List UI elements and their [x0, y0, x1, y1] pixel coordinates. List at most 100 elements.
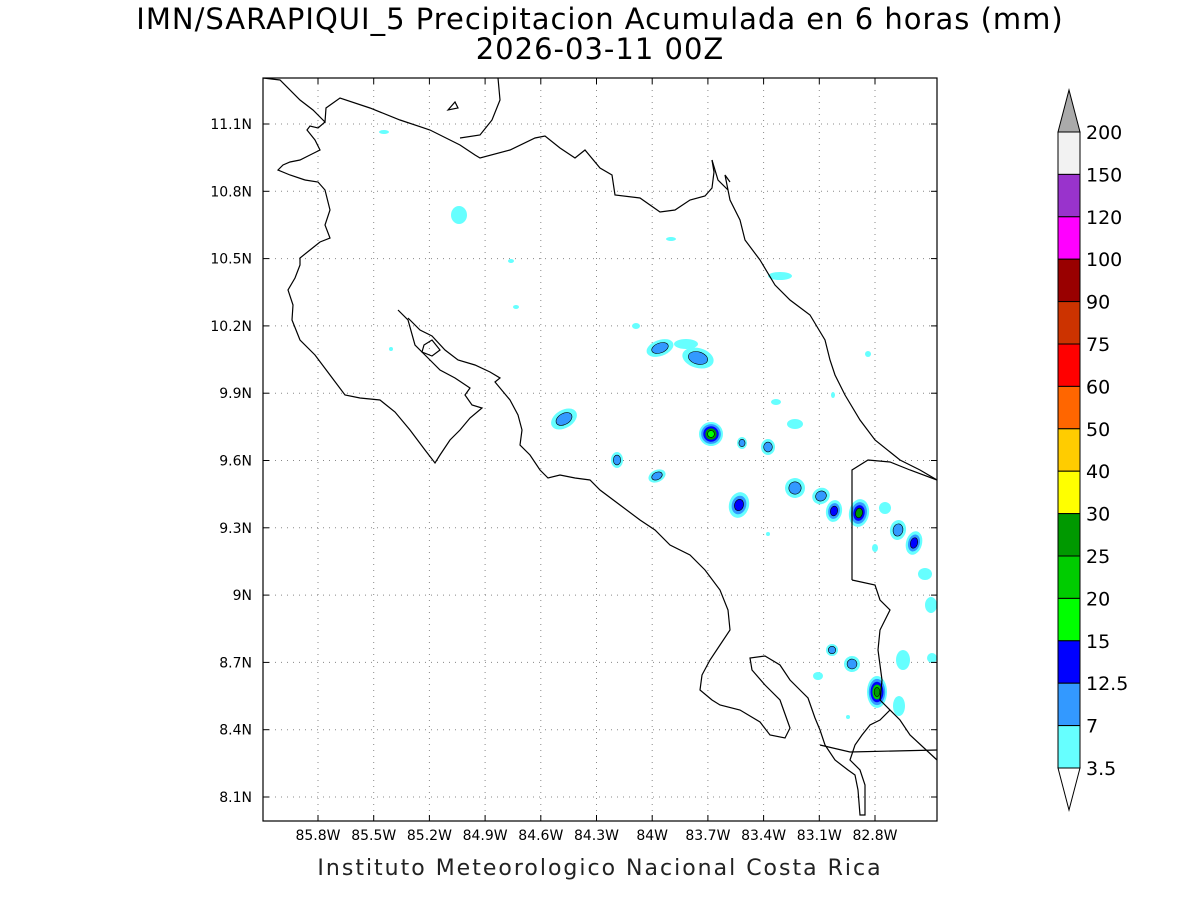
colorbar-swatch — [1058, 598, 1080, 640]
lat-tick-label: 8.4N — [219, 723, 252, 739]
colorbar-label: 40 — [1086, 461, 1110, 483]
colorbar-swatch — [1058, 556, 1080, 598]
grid-lines — [263, 78, 937, 821]
colorbar-swatch — [1058, 132, 1080, 174]
lat-tick-label: 10.5N — [210, 252, 252, 268]
map-frame — [263, 78, 937, 821]
lat-tick-label: 9N — [233, 588, 252, 604]
precip-contour — [771, 399, 781, 405]
precip-contour — [379, 130, 389, 134]
precip-contour — [831, 392, 835, 398]
precip-cell — [826, 644, 838, 656]
precip-contour — [893, 696, 905, 716]
precip-cell — [872, 544, 878, 552]
colorbar-label: 15 — [1086, 631, 1110, 653]
precip-contour — [896, 650, 910, 670]
colorbar-label: 30 — [1086, 504, 1110, 526]
precip-cell — [726, 490, 752, 520]
colorbar-label: 90 — [1086, 292, 1110, 314]
precip-cell — [879, 502, 891, 514]
colorbar-swatch — [1058, 471, 1080, 513]
lon-tick-label: 83.1W — [797, 828, 842, 844]
precip-cell — [846, 715, 850, 719]
precip-cell — [644, 336, 676, 361]
precip-contour — [389, 347, 393, 351]
lat-tick-label: 10.8N — [210, 184, 252, 200]
lon-tick-label: 84W — [636, 828, 668, 844]
colorbar-label: 75 — [1086, 334, 1110, 356]
colorbar-swatch — [1058, 344, 1080, 386]
lon-tick-label: 82.8W — [852, 828, 897, 844]
precip-cell — [824, 499, 844, 523]
precip-cell — [865, 351, 871, 357]
precip-cell — [646, 467, 667, 485]
precip-contour — [865, 351, 871, 357]
lat-tick-label: 9.3N — [219, 521, 252, 537]
colorbar-under-arrow — [1058, 768, 1080, 810]
colorbar-swatch — [1058, 302, 1080, 344]
lat-tick-label: 9.6N — [219, 454, 252, 470]
colorbar-swatch — [1058, 429, 1080, 471]
lon-tick-label: 84.9W — [463, 828, 508, 844]
precip-contour — [451, 206, 467, 224]
colorbar-label: 25 — [1086, 546, 1110, 568]
precip-contour — [813, 672, 823, 680]
precip-cell — [766, 532, 770, 536]
lon-tick-label: 85.5W — [351, 828, 396, 844]
precip-contour — [918, 568, 932, 580]
precip-contour — [874, 687, 880, 696]
precip-contour — [508, 259, 514, 263]
lat-tick-label: 8.1N — [219, 790, 252, 806]
precip-contour — [666, 237, 676, 241]
coastline — [263, 78, 937, 815]
precip-cell — [451, 206, 467, 224]
precip-cell — [513, 305, 519, 309]
precip-cell — [841, 653, 863, 675]
precip-cell — [379, 130, 389, 134]
colorbar-label: 120 — [1086, 207, 1122, 229]
precip-contour — [872, 544, 878, 552]
precip-cell — [666, 237, 676, 241]
lat-tick-label: 9.9N — [219, 386, 252, 402]
lat-tick-label: 8.7N — [219, 655, 252, 671]
precip-cell — [787, 419, 803, 429]
precip-contour — [787, 419, 803, 429]
colorbar-swatch — [1058, 514, 1080, 556]
colorbar-label: 7 — [1086, 716, 1098, 738]
precip-cell — [847, 497, 872, 528]
precip-cell — [508, 259, 514, 263]
precip-cell — [547, 404, 580, 434]
lon-tick-label: 84.3W — [574, 828, 619, 844]
precip-cells — [379, 130, 937, 719]
precip-cell — [888, 519, 907, 541]
precip-contour — [764, 442, 773, 452]
colorbar-label: 60 — [1086, 376, 1110, 398]
precip-contour — [925, 597, 937, 613]
lat-tick-label: 11.1N — [210, 117, 252, 133]
precip-contour — [613, 455, 620, 465]
precip-cell — [896, 650, 910, 670]
precip-cell — [611, 452, 623, 468]
precip-cell — [781, 474, 808, 501]
credit-footer: Instituto Meteorologico Nacional Costa R… — [0, 856, 1200, 881]
precip-cell — [771, 399, 781, 405]
precip-contour — [846, 715, 850, 719]
precip-cell — [831, 392, 835, 398]
colorbar-label: 200 — [1086, 122, 1122, 144]
lon-tick-label: 83.4W — [741, 828, 786, 844]
precip-cell — [632, 323, 640, 329]
colorbar-label: 12.5 — [1086, 673, 1128, 695]
lon-tick-label: 85.8W — [295, 828, 340, 844]
precip-contour — [513, 305, 519, 309]
precip-contour — [828, 646, 835, 653]
precip-cell — [925, 597, 937, 613]
precip-colorbar: 20015012010090756050403025201512.573.5 — [1058, 90, 1128, 810]
colorbar-swatch — [1058, 726, 1080, 768]
colorbar-swatch — [1058, 259, 1080, 301]
precip-cell — [918, 568, 932, 580]
precip-cell — [927, 653, 937, 663]
colorbar-label: 20 — [1086, 588, 1110, 610]
colorbar-over-arrow — [1058, 90, 1080, 132]
precip-contour — [632, 323, 640, 329]
